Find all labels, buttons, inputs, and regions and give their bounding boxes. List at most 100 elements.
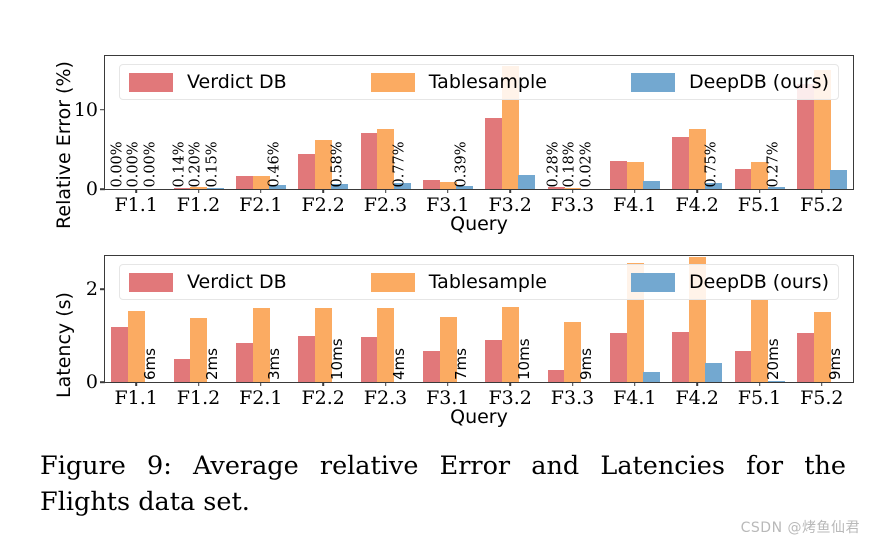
bar-value-annotation: 0.00% bbox=[125, 140, 142, 187]
y-axis-tick-mark bbox=[100, 288, 105, 291]
x-axis-tick-mark bbox=[758, 189, 761, 193]
y-axis-tick-label: 0 bbox=[85, 178, 98, 200]
x-axis-tick-label: F2.1 bbox=[239, 194, 283, 216]
bar-value-annotation: 20ms bbox=[764, 338, 783, 380]
bar bbox=[751, 162, 769, 189]
caption-line-1: Figure 9: Average relative Error and Latencies… bbox=[40, 448, 846, 484]
x-axis-tick-mark bbox=[696, 189, 698, 193]
legend-item[interactable]: Verdict DB bbox=[129, 271, 313, 293]
caption-word: Figure bbox=[40, 451, 126, 481]
bar bbox=[298, 335, 316, 382]
relative-error-x-axis-label: Query bbox=[450, 213, 508, 235]
figure-caption: Figure 9: Average relative Error and Latencies… bbox=[40, 448, 846, 520]
bar-value-annotation: 6ms bbox=[140, 348, 159, 380]
bar bbox=[643, 181, 661, 189]
bar bbox=[705, 363, 723, 382]
relative-error-bars: 0.00% 0.00% 0.00% 0.14% 0.20% 0.15% 0.46% 0.58%… bbox=[105, 56, 853, 189]
relative-error-chart: Relative Error (%) 0.00% 0.00% 0.00% 0.14% 0… bbox=[53, 55, 854, 235]
x-axis-tick-label: F3.1 bbox=[426, 387, 470, 409]
caption-word: and bbox=[531, 451, 580, 481]
x-axis-tick-mark bbox=[197, 382, 200, 386]
legend-item[interactable]: Tablesample bbox=[370, 271, 573, 293]
bar bbox=[796, 333, 814, 382]
legend-item[interactable]: Tablesample bbox=[370, 71, 573, 93]
relative-error-y-axis-label: Relative Error (%) bbox=[53, 61, 75, 229]
x-axis-tick-label: F3.1 bbox=[426, 194, 470, 216]
bar bbox=[190, 318, 208, 382]
x-axis-tick-mark bbox=[260, 189, 262, 193]
x-axis-tick-mark bbox=[384, 189, 387, 193]
bar-value-annotation: 0.39% bbox=[453, 140, 470, 187]
bar bbox=[377, 129, 395, 189]
legend-item[interactable]: Verdict DB bbox=[129, 71, 313, 93]
y-axis-tick-label: 2 bbox=[85, 278, 98, 301]
caption-word: the bbox=[804, 451, 846, 481]
legend-label: DeepDB (ours) bbox=[689, 271, 829, 293]
csdn-watermark: CSDN @烤鱼仙君 bbox=[740, 520, 860, 536]
bar bbox=[422, 351, 440, 382]
latency-x-axis-label: Query bbox=[450, 406, 508, 428]
x-axis-tick-label: F2.3 bbox=[363, 194, 408, 216]
bar bbox=[422, 179, 440, 189]
x-axis-tick-mark bbox=[509, 189, 511, 193]
x-axis-tick-mark bbox=[821, 382, 823, 386]
x-axis-tick-mark bbox=[571, 189, 574, 193]
bar bbox=[485, 340, 503, 382]
x-axis-tick-mark bbox=[322, 382, 324, 386]
x-axis-tick-mark bbox=[509, 382, 511, 386]
x-axis-tick-label: F4.1 bbox=[613, 387, 657, 409]
x-axis-tick-mark bbox=[447, 189, 449, 193]
bar-value-annotation: 9ms bbox=[577, 348, 596, 380]
bar-value-annotation: 0.20% bbox=[187, 140, 204, 187]
bar bbox=[439, 317, 457, 382]
bar-value-annotation: 0.58% bbox=[329, 140, 346, 187]
bar bbox=[235, 342, 253, 382]
bar-value-annotation: 0.27% bbox=[765, 140, 782, 187]
x-axis-tick-label: F3.2 bbox=[488, 387, 532, 409]
x-axis-tick-label: F4.1 bbox=[613, 194, 657, 216]
bar-value-annotation: 0.00% bbox=[142, 140, 159, 187]
bar bbox=[813, 311, 831, 382]
caption-word: for bbox=[746, 451, 784, 481]
bar bbox=[393, 182, 411, 189]
bar bbox=[767, 186, 785, 189]
bar-value-annotation: 0.15% bbox=[204, 140, 221, 187]
caption-word: Error bbox=[439, 451, 511, 481]
bar bbox=[751, 300, 769, 382]
bar bbox=[518, 174, 536, 189]
x-axis-tick-label: F5.2 bbox=[800, 387, 844, 409]
caption-word: Average bbox=[193, 451, 299, 481]
relative-error-plot-area: 0.00% 0.00% 0.00% 0.14% 0.20% 0.15% 0.46% 0.58%… bbox=[74, 55, 854, 216]
bar-value-annotation: 7ms bbox=[452, 348, 471, 380]
caption-word: relative bbox=[319, 451, 419, 481]
latency-chart: Latency (s) 6ms 2ms 3ms 10ms 4ms 7ms 10ms 9ms 20… bbox=[53, 255, 854, 435]
y-axis-tick-mark bbox=[100, 381, 105, 383]
caption-word: Latencies bbox=[600, 451, 725, 481]
bar-value-annotation: 0.14% bbox=[171, 140, 188, 187]
bar bbox=[643, 372, 661, 382]
bar bbox=[830, 170, 848, 189]
bar bbox=[360, 337, 378, 382]
x-axis-tick-label: F3.3 bbox=[550, 387, 595, 409]
x-axis-tick-mark bbox=[696, 382, 698, 386]
bar bbox=[269, 185, 287, 189]
bar bbox=[456, 185, 474, 189]
x-axis-tick-mark bbox=[634, 382, 636, 386]
bar bbox=[547, 370, 565, 382]
x-axis-tick-label: F5.1 bbox=[737, 194, 782, 216]
bar-value-annotation: 0.46% bbox=[266, 140, 283, 187]
latency-y-axis-label: Latency (s) bbox=[53, 292, 75, 398]
x-axis-tick-mark bbox=[821, 189, 823, 193]
bar bbox=[314, 307, 332, 382]
bar-value-annotation: 4ms bbox=[390, 348, 409, 380]
x-axis-tick-label: F2.1 bbox=[239, 387, 283, 409]
chart-legend: Verdict DB Tablesample DeepDB (ours) bbox=[119, 264, 839, 300]
legend-item[interactable]: DeepDB (ours) bbox=[631, 71, 829, 93]
x-axis-tick-mark bbox=[135, 189, 137, 193]
x-axis-tick-mark bbox=[447, 382, 449, 386]
bar bbox=[626, 161, 644, 189]
bar bbox=[190, 187, 208, 189]
legend-item[interactable]: DeepDB (ours) bbox=[631, 271, 829, 293]
x-axis-tick-label: F1.1 bbox=[114, 194, 158, 216]
x-axis-tick-label: F2.2 bbox=[301, 194, 345, 216]
